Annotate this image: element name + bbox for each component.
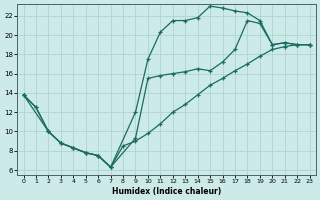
X-axis label: Humidex (Indice chaleur): Humidex (Indice chaleur) bbox=[112, 187, 221, 196]
